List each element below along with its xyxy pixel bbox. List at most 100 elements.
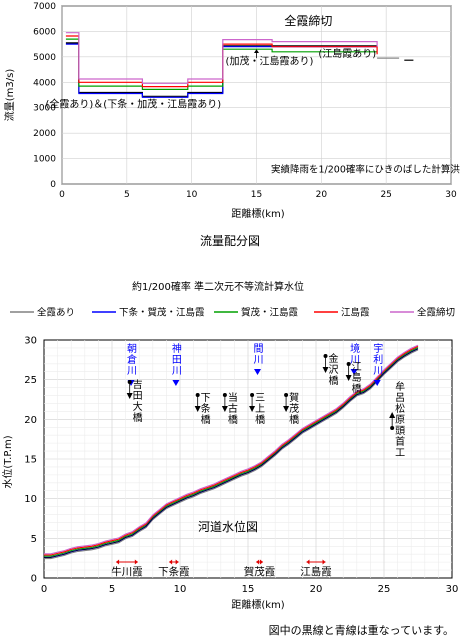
water-chart-title: 約1/200確率 準二次元不等流計算水位 bbox=[132, 280, 304, 293]
flow-chart-annotations: 全霞締切 (加茂・江島霞あり) (江島霞あり) (全霞あり)＆(下条・加茂・江島霞あり… bbox=[46, 13, 460, 175]
bridge-dot-7 bbox=[390, 426, 395, 430]
tributary-label-1: 神田川 bbox=[172, 342, 182, 377]
tributary-arrow-4 bbox=[373, 380, 381, 386]
zone-label-2: 賀茂霞 bbox=[244, 565, 276, 578]
svg-text:橋: 橋 bbox=[201, 413, 211, 426]
svg-text:神: 神 bbox=[172, 342, 182, 355]
legend-label-3: 江島霞 bbox=[341, 307, 370, 319]
water-level-chart: 約1/200確率 準二次元不等流計算水位 全霞あり 下条・賀茂・江島霞 賀茂・江島霞… bbox=[1, 280, 458, 611]
svg-text:島: 島 bbox=[352, 371, 362, 384]
zone-arrow-right-3 bbox=[322, 559, 326, 565]
svg-text:古: 古 bbox=[228, 402, 238, 415]
flow-chart-x-tick: 25 bbox=[380, 190, 391, 200]
water-series-line-2 bbox=[44, 347, 419, 557]
flow-annotation-4: 実績降雨を1/200確率にひきのばした計算洪水波形 bbox=[271, 164, 460, 176]
svg-text:川: 川 bbox=[373, 366, 383, 377]
svg-text:朝: 朝 bbox=[127, 343, 137, 355]
water-chart-grid bbox=[43, 339, 453, 579]
zone-label-3: 江島霞 bbox=[300, 565, 332, 578]
tributary-arrow-2 bbox=[254, 369, 262, 375]
water-chart-x-ticks: 0 5 10 15 20 25 30 bbox=[41, 584, 459, 595]
zone-arrow-right-2 bbox=[259, 559, 263, 565]
svg-text:橋: 橋 bbox=[352, 382, 362, 395]
svg-text:川: 川 bbox=[254, 355, 264, 366]
footnote: 図中の黒線と青線は重なっています。 bbox=[269, 623, 454, 637]
flow-chart-y-tick: 7000 bbox=[33, 2, 56, 12]
flow-chart-x-tick: 5 bbox=[124, 190, 130, 200]
bridge-arrow-4 bbox=[283, 406, 290, 412]
svg-text:間: 間 bbox=[254, 343, 264, 355]
flow-chart-y-tick: 2000 bbox=[33, 129, 56, 139]
water-chart-y-tick: 5 bbox=[31, 534, 37, 545]
legend-label-0: 全霞あり bbox=[37, 307, 75, 319]
water-chart-xlabel: 距離標(km) bbox=[231, 598, 284, 611]
water-chart-x-tick: 20 bbox=[310, 584, 323, 595]
svg-text:橋: 橋 bbox=[228, 413, 238, 426]
bridge-label-4: 賀茂橋 bbox=[289, 392, 299, 426]
svg-text:賀: 賀 bbox=[289, 392, 299, 404]
tributary-label-4: 宇利川 bbox=[373, 342, 383, 377]
legend-label-2: 賀茂・江島霞 bbox=[241, 307, 299, 319]
svg-text:倉: 倉 bbox=[127, 353, 137, 366]
flow-annotation-0: 全霞締切 bbox=[284, 13, 332, 28]
flow-chart-y-tick: 4000 bbox=[33, 78, 56, 88]
bridge-arrow-3 bbox=[249, 406, 256, 412]
water-series-line-3 bbox=[44, 345, 419, 556]
bridge-arrow-1 bbox=[194, 406, 201, 412]
svg-text:上: 上 bbox=[255, 403, 265, 415]
flow-chart-y-tick: 5000 bbox=[33, 53, 56, 63]
bridge-arrow-7 bbox=[389, 412, 396, 418]
svg-text:三: 三 bbox=[255, 393, 265, 404]
legend-label-4: 全霞締切 bbox=[417, 307, 455, 319]
svg-text:江: 江 bbox=[352, 361, 362, 373]
flow-annotation-arrowhead bbox=[254, 49, 259, 54]
water-chart-y-tick: 25 bbox=[24, 375, 37, 386]
bridge-arrow-6 bbox=[345, 375, 352, 381]
svg-text:茂: 茂 bbox=[289, 402, 299, 415]
flow-chart-title: 流量配分図 bbox=[200, 234, 260, 248]
bridge-label-5: 金沢橋 bbox=[329, 352, 339, 387]
flow-chart-ylabel: 流量(m3/s) bbox=[3, 69, 16, 122]
flow-chart-x-tick: 20 bbox=[316, 190, 328, 200]
tributary-label-2: 間川 bbox=[254, 343, 264, 366]
zone-label-0: 牛川霞 bbox=[111, 565, 143, 578]
svg-text:川: 川 bbox=[127, 366, 137, 377]
flow-chart-series bbox=[65, 32, 414, 98]
water-chart-x-tick: 10 bbox=[174, 584, 187, 595]
zone-arrow-right-0 bbox=[134, 559, 138, 565]
flow-chart-x-tick: 0 bbox=[59, 190, 65, 200]
svg-text:沢: 沢 bbox=[329, 363, 339, 376]
svg-text:条: 条 bbox=[201, 402, 211, 415]
svg-text:原: 原 bbox=[395, 414, 405, 426]
svg-text:下: 下 bbox=[201, 393, 211, 404]
svg-text:橋: 橋 bbox=[255, 413, 265, 426]
water-chart-zone-labels: 牛川霞 下条霞 賀茂霞 江島霞 bbox=[111, 559, 332, 578]
water-series-line-4 bbox=[44, 344, 419, 555]
water-chart-x-tick: 30 bbox=[446, 584, 459, 595]
water-chart-inner-label: 河道水位図 bbox=[198, 519, 258, 534]
bridge-arrow-2 bbox=[221, 406, 228, 412]
tributary-arrow-3 bbox=[350, 369, 358, 375]
tributary-arrow-1 bbox=[172, 380, 180, 386]
svg-text:川: 川 bbox=[172, 366, 182, 377]
tributary-label-3: 境川 bbox=[350, 342, 360, 366]
water-chart-x-tick: 5 bbox=[109, 584, 115, 595]
flow-chart-y-ticks: 0 1000 2000 3000 4000 5000 6000 7000 bbox=[33, 2, 56, 190]
water-chart-x-tick: 25 bbox=[378, 584, 391, 595]
svg-text:田: 田 bbox=[133, 391, 143, 402]
water-chart-y-ticks: 0 5 10 15 20 25 30 bbox=[24, 336, 37, 585]
water-chart-ylabel: 水位(T.P.m) bbox=[1, 435, 14, 488]
flow-chart-x-ticks: 0 5 10 15 20 25 30 bbox=[59, 190, 457, 200]
water-chart-y-tick: 10 bbox=[24, 494, 37, 505]
svg-text:橋: 橋 bbox=[329, 374, 339, 387]
flow-annotation-3: (全霞あり)＆(下条・加茂・江島霞あり) bbox=[46, 98, 222, 111]
bridge-arrow-0 bbox=[126, 393, 133, 399]
flow-series-line-4 bbox=[65, 32, 378, 84]
flow-chart-xlabel: 距離標(km) bbox=[231, 207, 284, 220]
legend-label-1: 下条・賀茂・江島霞 bbox=[119, 307, 205, 319]
water-chart-y-tick: 30 bbox=[24, 336, 37, 347]
flow-chart: 0 1000 2000 3000 4000 5000 6000 7000 0 5 10 15 20 25… bbox=[3, 2, 460, 248]
svg-text:川: 川 bbox=[350, 355, 360, 366]
